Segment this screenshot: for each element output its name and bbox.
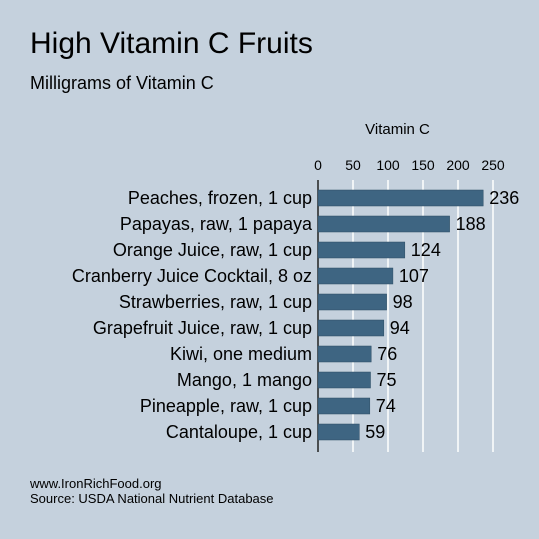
category-label: Pineapple, raw, 1 cup: [140, 396, 312, 416]
category-label: Orange Juice, raw, 1 cup: [113, 240, 312, 260]
category-label: Cantaloupe, 1 cup: [166, 422, 312, 442]
value-label: 236: [489, 188, 519, 208]
bar: [317, 293, 387, 311]
tick-label: 150: [411, 157, 435, 173]
category-label: Peaches, frozen, 1 cup: [128, 188, 312, 208]
value-label: 94: [390, 318, 410, 338]
value-label: 98: [393, 292, 413, 312]
category-label: Grapefruit Juice, raw, 1 cup: [93, 318, 312, 338]
category-label: Cranberry Juice Cocktail, 8 oz: [72, 266, 312, 286]
bar: [317, 397, 371, 415]
value-label: 76: [377, 344, 397, 364]
footer-source: Source: USDA National Nutrient Database: [30, 491, 274, 506]
footer-website: www.IronRichFood.org: [30, 476, 162, 491]
tick-label: 200: [446, 157, 470, 173]
tick-label: 250: [481, 157, 505, 173]
bar: [317, 345, 372, 363]
bar: [317, 371, 371, 389]
category-label: Mango, 1 mango: [177, 370, 312, 390]
category-label: Strawberries, raw, 1 cup: [119, 292, 312, 312]
bar: [317, 215, 450, 233]
footer: www.IronRichFood.org Source: USDA Nation…: [30, 476, 274, 506]
value-label: 59: [365, 422, 385, 442]
chart-subtitle: Milligrams of Vitamin C: [30, 73, 214, 93]
bar: [317, 189, 484, 207]
category-label: Kiwi, one medium: [170, 344, 312, 364]
tick-label: 100: [376, 157, 400, 173]
bar: [317, 241, 406, 259]
axis-title: Vitamin C: [365, 121, 430, 138]
bar: [317, 423, 360, 441]
bar: [317, 319, 385, 337]
bar: [317, 267, 394, 285]
tick-label: 0: [314, 157, 322, 173]
category-label: Papayas, raw, 1 papaya: [120, 214, 313, 234]
chart-title: High Vitamin C Fruits: [30, 27, 313, 60]
value-label: 74: [376, 396, 396, 416]
value-label: 107: [399, 266, 429, 286]
value-label: 124: [411, 240, 441, 260]
tick-label: 50: [345, 157, 361, 173]
value-label: 188: [456, 214, 486, 234]
value-label: 75: [377, 370, 397, 390]
